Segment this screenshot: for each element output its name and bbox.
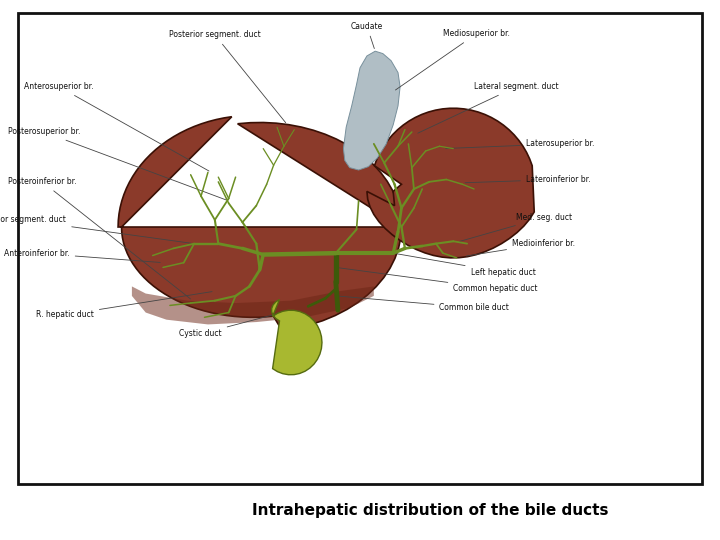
Polygon shape (343, 51, 400, 170)
Text: Common bile duct: Common bile duct (339, 296, 509, 312)
Text: Posterior segment. duct: Posterior segment. duct (169, 30, 286, 123)
Text: Lateral segment. duct: Lateral segment. duct (418, 82, 559, 133)
Text: Caudate: Caudate (351, 22, 383, 49)
Text: Posterosuperior br.: Posterosuperior br. (8, 127, 226, 200)
Text: Anterior segment. duct: Anterior segment. duct (0, 215, 192, 243)
Text: Common hepatic duct: Common hepatic duct (338, 268, 538, 293)
FancyBboxPatch shape (18, 13, 702, 484)
Text: Anteroinferior br.: Anteroinferior br. (4, 248, 161, 262)
Text: R. hepatic duct: R. hepatic duct (36, 292, 212, 320)
Text: Anterosuperior br.: Anterosuperior br. (24, 82, 209, 171)
Text: Lateroinferior br.: Lateroinferior br. (465, 175, 590, 184)
Text: Laterosuperior br.: Laterosuperior br. (446, 139, 594, 148)
Polygon shape (118, 117, 402, 330)
Text: Cystic duct: Cystic duct (179, 311, 288, 339)
Text: Medioinferior br.: Medioinferior br. (467, 239, 575, 256)
Text: Med. seg. duct: Med. seg. duct (459, 213, 572, 241)
Text: Left hepatic duct: Left hepatic duct (396, 254, 536, 276)
Text: Mediosuperior br.: Mediosuperior br. (395, 29, 510, 90)
Polygon shape (271, 299, 322, 375)
Text: Posteroinferior br.: Posteroinferior br. (8, 177, 191, 299)
Polygon shape (367, 109, 534, 258)
Text: Intrahepatic distribution of the bile ducts: Intrahepatic distribution of the bile du… (252, 503, 608, 518)
Polygon shape (132, 286, 374, 325)
